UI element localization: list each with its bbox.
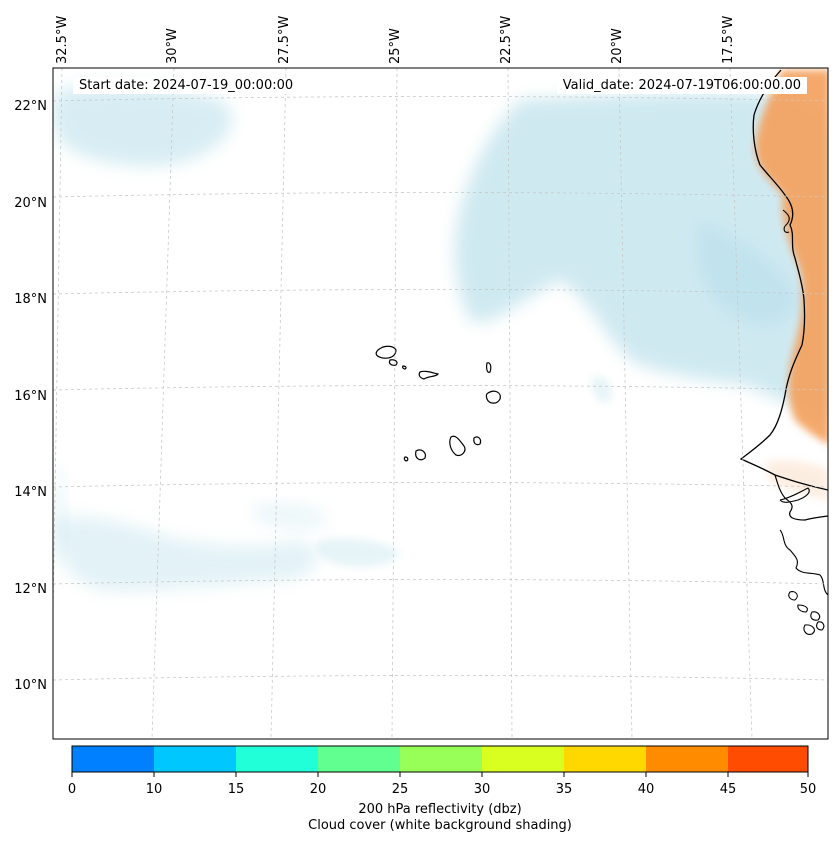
island-sal [486, 362, 492, 373]
colorbar-segment-0 [72, 746, 154, 772]
colorbar-segment-5 [482, 746, 564, 772]
lat-label: 16°N [14, 389, 47, 404]
cloud-patch-south-west [55, 516, 318, 592]
parallel-20N [53, 192, 828, 198]
island-sao-nicolau [418, 370, 439, 380]
island-santiago [449, 435, 466, 456]
latitude-labels: 22°N 20°N 18°N 16°N 14°N 12°N 10°N [14, 99, 47, 693]
colorbar-subtitle: Cloud cover (white background shading) [308, 818, 572, 833]
colorbar-tick-label: 40 [638, 782, 655, 797]
meridian-27.5W [270, 68, 287, 739]
cloud-patch-small-east [592, 376, 612, 403]
guinea-bissau-coast [779, 529, 828, 596]
colorbar-tick-label: 25 [392, 782, 409, 797]
colorbar-tick-labels: 0 10 15 20 25 30 35 40 45 50 [68, 782, 816, 797]
lon-label: 22.5°W [499, 16, 514, 64]
colorbar-tick-label: 0 [68, 782, 76, 797]
start-date-label: Start date: 2024-07-19_00:00:00 [73, 77, 300, 94]
meridian-30W [151, 68, 175, 739]
graticule [53, 68, 828, 739]
map-frame [52, 67, 829, 740]
reflectivity-patch-coast [755, 70, 828, 444]
lat-label: 12°N [14, 582, 47, 597]
lon-label: 27.5°W [277, 16, 292, 64]
lat-label: 14°N [14, 485, 47, 500]
island-sao-vicente [388, 359, 398, 366]
arguin-bay-detail [782, 209, 790, 233]
lat-label: 22°N [14, 99, 47, 114]
island-boa-vista [485, 390, 501, 404]
bissagos-islands [788, 591, 825, 635]
colorbar-tick-label: 20 [310, 782, 327, 797]
colorbar-tick-label: 50 [800, 782, 817, 797]
meridian-25W [391, 68, 398, 739]
parallel-22N [53, 96, 828, 102]
colorbar-tick-label: 45 [720, 782, 737, 797]
reflectivity-layer [755, 70, 828, 500]
parallel-18N [53, 289, 828, 295]
lat-label: 20°N [14, 196, 47, 211]
cloud-patch-north-west [53, 84, 233, 167]
lon-label: 17.5°W [721, 16, 736, 64]
colorbar-segment-8 [728, 746, 808, 772]
colorbar-tick-label: 35 [556, 782, 573, 797]
colorbar-segment-3 [318, 746, 400, 772]
colorbar-tick-label: 30 [474, 782, 491, 797]
colorbar-title: 200 hPa reflectivity (dbz) [358, 802, 522, 817]
colorbar-ticks [71, 772, 809, 777]
meridian-22.5W [507, 68, 513, 739]
cloud-cover-layer [53, 84, 828, 592]
colorbar-segment-7 [646, 746, 728, 772]
island-santo-antao [375, 345, 397, 359]
colorbar-segment-2 [236, 746, 318, 772]
colorbar-segment-1 [154, 746, 236, 772]
colorbar: 0 10 15 20 25 30 35 40 45 50 [68, 745, 816, 797]
island-brava [403, 456, 409, 462]
island-maio [473, 436, 482, 446]
colorbar-segment-6 [564, 746, 646, 772]
reflectivity-patch-faint [765, 460, 828, 500]
lon-label: 30°W [165, 28, 180, 64]
colorbar-caption: 200 hPa reflectivity (dbz) Cloud cover (… [72, 802, 808, 834]
lat-label: 18°N [14, 292, 47, 307]
cloud-patch-north-east-core [696, 220, 800, 325]
valid-date-label: Valid_date: 2024-07-19T06:00:00.00 [556, 77, 807, 94]
colorbar-frame [71, 745, 809, 773]
cloud-patch-north-east [454, 92, 828, 420]
africa-coastline [739, 69, 828, 491]
meridian-20W [618, 68, 633, 739]
lon-label: 25°W [388, 28, 403, 64]
lat-label: 10°N [14, 678, 47, 693]
cloud-patch-south-band [251, 503, 330, 529]
parallel-12N [53, 579, 828, 585]
lon-label: 20°W [610, 28, 625, 64]
lon-label: 32.5°W [55, 16, 70, 64]
island-fogo [415, 449, 426, 461]
cloud-patch-south-central [316, 538, 400, 567]
colorbar-segment-4 [400, 746, 482, 772]
parallel-14N [53, 482, 828, 488]
colorbar-tick-label: 15 [228, 782, 245, 797]
island-santa-luzia [402, 365, 407, 370]
longitude-labels: 32.5°W 30°W 27.5°W 25°W 22.5°W 20°W 17.5… [55, 16, 736, 64]
cape-verde-islands [375, 345, 501, 462]
west-africa-south-coast [774, 474, 828, 521]
meridian-17.5W [729, 68, 753, 739]
colorbar-tick-label: 10 [146, 782, 163, 797]
parallel-10N [53, 675, 828, 681]
cloud-patch-west-edge [53, 460, 66, 560]
gambia-river [779, 487, 810, 503]
